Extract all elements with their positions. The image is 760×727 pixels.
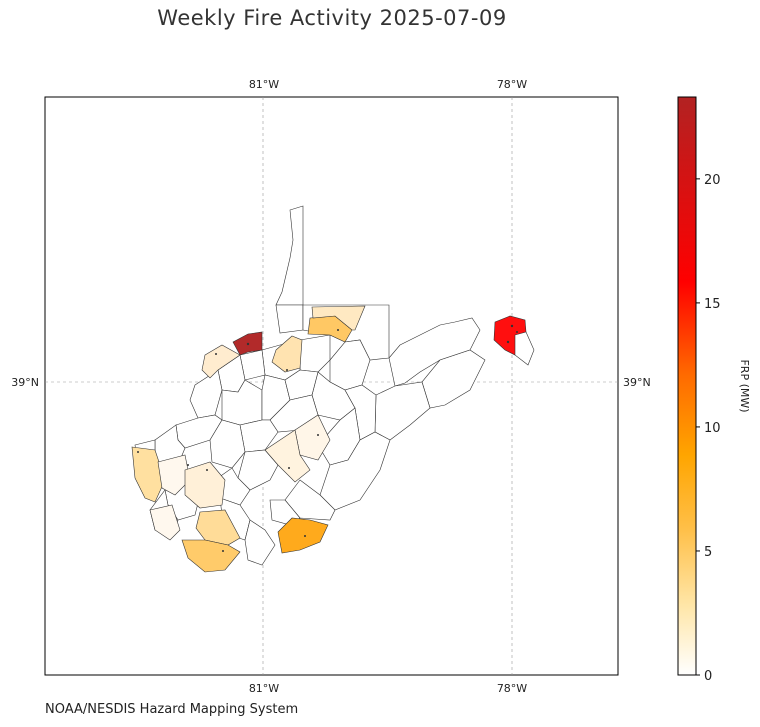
fire-point bbox=[510, 324, 514, 328]
fire-point bbox=[215, 353, 217, 355]
lon-tick-top-81w: 81°W bbox=[249, 78, 279, 91]
lat-tick-right-39n: 39°N bbox=[623, 376, 651, 389]
county-panhandle bbox=[275, 205, 304, 306]
county-frp-harrison bbox=[271, 335, 303, 373]
fire-point bbox=[516, 331, 518, 333]
fire-detections bbox=[137, 324, 518, 552]
county-hardy bbox=[421, 349, 486, 409]
fire-point bbox=[137, 451, 139, 453]
fire-point bbox=[317, 434, 319, 436]
colorbar-tick-label: 0 bbox=[704, 669, 712, 684]
county-summers bbox=[244, 519, 276, 566]
colorbar-tick-label: 5 bbox=[704, 545, 712, 560]
county-eastern-ridge bbox=[388, 317, 481, 387]
fire-point bbox=[222, 550, 224, 552]
county-frp-preston bbox=[311, 305, 366, 331]
fire-point bbox=[288, 467, 290, 469]
fire-point bbox=[206, 469, 208, 471]
county-frp-wayne bbox=[131, 446, 166, 503]
county-frp-monroe bbox=[277, 517, 329, 554]
county-frp-boone bbox=[184, 461, 226, 509]
fire-point bbox=[506, 340, 510, 344]
county-frp-mcdowell bbox=[181, 539, 241, 573]
lon-tick-bottom-81w: 81°W bbox=[249, 682, 279, 695]
colorbar-ticks: 0 5 10 15 20 bbox=[696, 173, 721, 684]
colorbar-tick-label: 10 bbox=[704, 421, 721, 436]
colorbar-tick-label: 15 bbox=[704, 297, 721, 312]
source-credit: NOAA/NESDIS Hazard Mapping System bbox=[45, 702, 299, 717]
map-title: Weekly Fire Activity 2025-07-09 bbox=[157, 6, 507, 30]
fire-point bbox=[187, 464, 189, 466]
county-frp-wood-n bbox=[201, 344, 241, 379]
county-upshur bbox=[284, 369, 319, 401]
lon-tick-top-78w: 78°W bbox=[497, 78, 527, 91]
lon-tick-bottom-78w: 78°W bbox=[497, 682, 527, 695]
colorbar-gradient bbox=[677, 96, 697, 676]
fire-point bbox=[304, 535, 306, 537]
fire-counties bbox=[131, 305, 535, 573]
fire-point bbox=[337, 329, 339, 331]
county-frp-nicholas bbox=[264, 429, 311, 483]
fire-point bbox=[246, 342, 250, 346]
county-frp-mingo bbox=[149, 504, 181, 541]
colorbar-label: FRP (MW) bbox=[738, 359, 751, 412]
county-marion-area bbox=[275, 304, 304, 334]
county-frp-lincoln bbox=[157, 454, 191, 496]
colorbar: 0 5 10 15 20 FRP (MW) bbox=[677, 96, 751, 684]
lat-tick-left-39n: 39°N bbox=[11, 376, 39, 389]
fire-point bbox=[286, 369, 288, 371]
county-frp-jefferson-e bbox=[514, 331, 535, 366]
colorbar-tick-label: 20 bbox=[704, 173, 721, 188]
